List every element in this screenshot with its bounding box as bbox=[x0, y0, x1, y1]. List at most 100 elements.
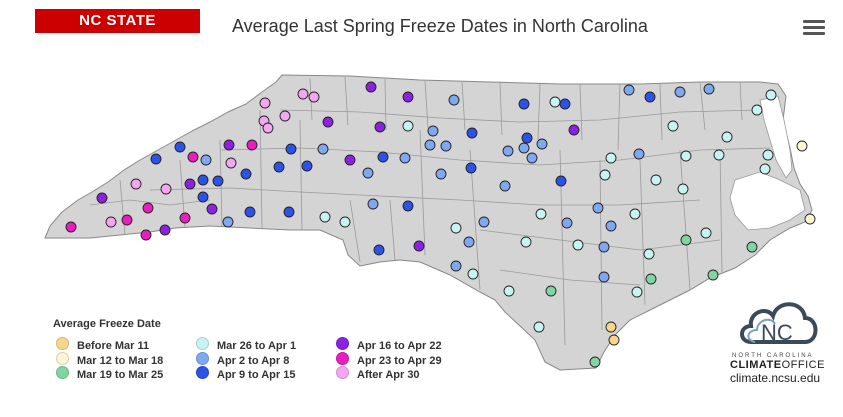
station-marker[interactable] bbox=[142, 202, 154, 214]
legend-item-mar26-apr1[interactable]: Mar 26 to Apr 1 bbox=[196, 337, 296, 352]
station-marker[interactable] bbox=[520, 236, 532, 248]
station-marker[interactable] bbox=[503, 285, 515, 297]
station-marker[interactable] bbox=[450, 222, 462, 234]
station-marker[interactable] bbox=[680, 150, 692, 162]
station-marker[interactable] bbox=[365, 81, 377, 93]
station-marker[interactable] bbox=[592, 202, 604, 214]
station-marker[interactable] bbox=[598, 241, 610, 253]
station-marker[interactable] bbox=[317, 143, 329, 155]
legend-item-before-mar11[interactable]: Before Mar 11 bbox=[56, 337, 149, 352]
station-marker[interactable] bbox=[559, 98, 571, 110]
station-marker[interactable] bbox=[598, 271, 610, 283]
station-marker[interactable] bbox=[413, 240, 425, 252]
legend-item-after-apr30[interactable]: After Apr 30 bbox=[336, 366, 420, 381]
station-marker[interactable] bbox=[746, 241, 758, 253]
station-marker[interactable] bbox=[599, 169, 611, 181]
station-marker[interactable] bbox=[549, 96, 561, 108]
legend-item-apr23-apr29[interactable]: Apr 23 to Apr 29 bbox=[336, 352, 442, 367]
legend-item-mar19-mar25[interactable]: Mar 19 to Mar 25 bbox=[56, 366, 163, 381]
station-marker[interactable] bbox=[283, 206, 295, 218]
station-marker[interactable] bbox=[322, 116, 334, 128]
station-marker[interactable] bbox=[65, 221, 77, 233]
station-marker[interactable] bbox=[362, 167, 374, 179]
station-marker[interactable] bbox=[759, 163, 771, 175]
station-marker[interactable] bbox=[674, 86, 686, 98]
station-marker[interactable] bbox=[555, 175, 567, 187]
station-marker[interactable] bbox=[535, 208, 547, 220]
station-marker[interactable] bbox=[197, 174, 209, 186]
station-marker[interactable] bbox=[518, 142, 530, 154]
station-marker[interactable] bbox=[608, 334, 620, 346]
station-marker[interactable] bbox=[206, 203, 218, 215]
station-marker[interactable] bbox=[703, 83, 715, 95]
station-marker[interactable] bbox=[174, 141, 186, 153]
station-marker[interactable] bbox=[561, 217, 573, 229]
station-marker[interactable] bbox=[308, 91, 320, 103]
station-marker[interactable] bbox=[467, 268, 479, 280]
station-marker[interactable] bbox=[377, 151, 389, 163]
legend-item-mar12-mar18[interactable]: Mar 12 to Mar 18 bbox=[56, 352, 163, 367]
station-marker[interactable] bbox=[677, 183, 689, 195]
station-marker[interactable] bbox=[374, 121, 386, 133]
station-marker[interactable] bbox=[700, 227, 712, 239]
station-marker[interactable] bbox=[259, 97, 271, 109]
station-marker[interactable] bbox=[502, 145, 514, 157]
station-marker[interactable] bbox=[804, 213, 816, 225]
station-marker[interactable] bbox=[244, 206, 256, 218]
station-marker[interactable] bbox=[246, 139, 258, 151]
station-marker[interactable] bbox=[645, 273, 657, 285]
station-marker[interactable] bbox=[521, 132, 533, 144]
station-marker[interactable] bbox=[197, 191, 209, 203]
station-marker[interactable] bbox=[273, 161, 285, 173]
station-marker[interactable] bbox=[200, 154, 212, 166]
station-marker[interactable] bbox=[159, 224, 171, 236]
station-marker[interactable] bbox=[518, 98, 530, 110]
station-marker[interactable] bbox=[796, 140, 808, 152]
station-marker[interactable] bbox=[629, 208, 641, 220]
credit-url-link[interactable]: climate.ncsu.edu bbox=[730, 371, 821, 385]
station-marker[interactable] bbox=[762, 149, 774, 161]
station-marker[interactable] bbox=[605, 152, 617, 164]
legend-item-apr16-apr22[interactable]: Apr 16 to Apr 22 bbox=[336, 337, 442, 352]
station-marker[interactable] bbox=[435, 168, 447, 180]
station-marker[interactable] bbox=[184, 178, 196, 190]
station-marker[interactable] bbox=[605, 321, 617, 333]
station-marker[interactable] bbox=[633, 148, 645, 160]
station-marker[interactable] bbox=[644, 91, 656, 103]
station-marker[interactable] bbox=[373, 244, 385, 256]
station-marker[interactable] bbox=[643, 248, 655, 260]
station-marker[interactable] bbox=[499, 180, 511, 192]
station-marker[interactable] bbox=[212, 175, 224, 187]
station-marker[interactable] bbox=[721, 131, 733, 143]
station-marker[interactable] bbox=[187, 151, 199, 163]
legend-item-apr9-apr15[interactable]: Apr 9 to Apr 15 bbox=[196, 366, 295, 381]
station-marker[interactable] bbox=[399, 152, 411, 164]
station-marker[interactable] bbox=[150, 153, 162, 165]
station-marker[interactable] bbox=[440, 140, 452, 152]
station-marker[interactable] bbox=[121, 214, 133, 226]
station-marker[interactable] bbox=[402, 120, 414, 132]
station-marker[interactable] bbox=[572, 239, 584, 251]
station-marker[interactable] bbox=[223, 139, 235, 151]
station-marker[interactable] bbox=[262, 122, 274, 134]
station-marker[interactable] bbox=[179, 212, 191, 224]
station-marker[interactable] bbox=[526, 152, 538, 164]
station-marker[interactable] bbox=[605, 220, 617, 232]
station-marker[interactable] bbox=[427, 125, 439, 137]
station-marker[interactable] bbox=[222, 216, 234, 228]
station-marker[interactable] bbox=[319, 211, 331, 223]
station-marker[interactable] bbox=[751, 104, 763, 116]
station-marker[interactable] bbox=[707, 269, 719, 281]
station-marker[interactable] bbox=[650, 174, 662, 186]
station-marker[interactable] bbox=[344, 154, 356, 166]
station-marker[interactable] bbox=[225, 157, 237, 169]
station-marker[interactable] bbox=[713, 149, 725, 161]
station-marker[interactable] bbox=[160, 183, 172, 195]
station-marker[interactable] bbox=[367, 198, 379, 210]
station-marker[interactable] bbox=[240, 168, 252, 180]
station-marker[interactable] bbox=[297, 88, 309, 100]
station-marker[interactable] bbox=[667, 120, 679, 132]
station-marker[interactable] bbox=[140, 229, 152, 241]
station-marker[interactable] bbox=[339, 216, 351, 228]
station-marker[interactable] bbox=[536, 138, 548, 150]
